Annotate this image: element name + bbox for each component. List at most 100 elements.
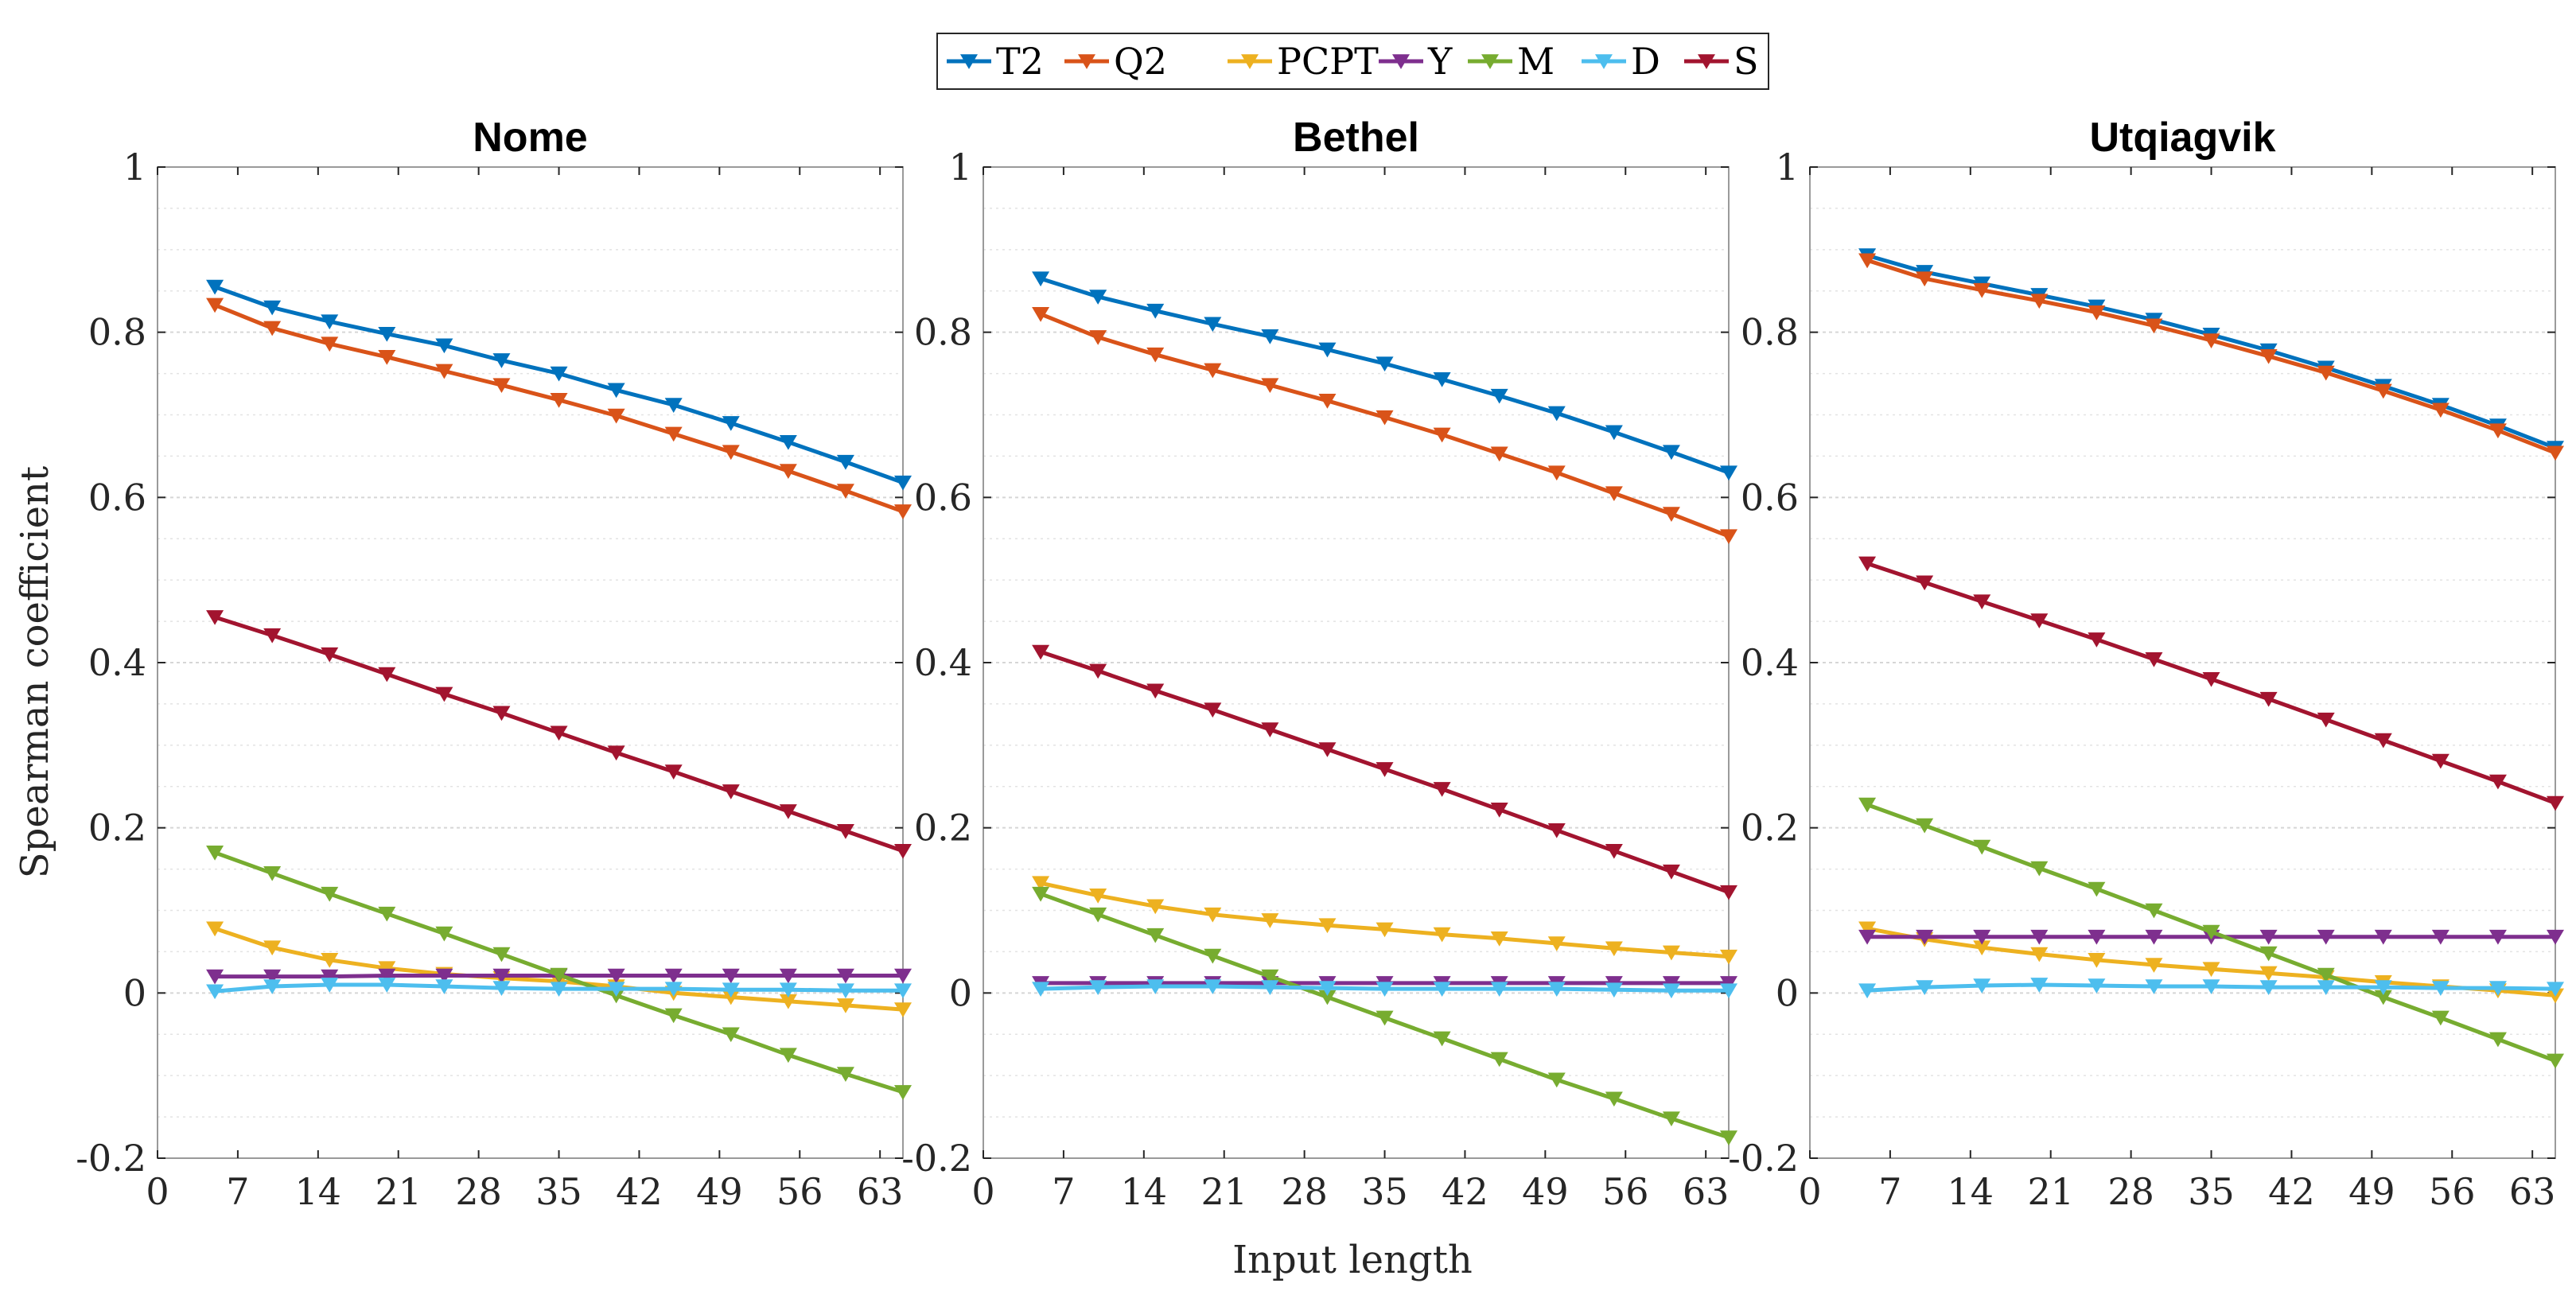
data-point	[2431, 1010, 2450, 1026]
data-point	[664, 1008, 683, 1024]
series-q2	[1858, 253, 2564, 461]
data-point	[1662, 945, 1680, 961]
data-point	[2259, 929, 2278, 945]
data-point	[2488, 981, 2507, 997]
y-tick-label: 0.8	[1741, 311, 1799, 354]
data-point	[2088, 632, 2106, 648]
data-point	[2202, 924, 2220, 940]
data-point	[1547, 1072, 1566, 1088]
data-point	[2145, 652, 2163, 667]
data-point	[1146, 928, 1165, 943]
data-point	[2145, 318, 2163, 334]
data-point	[2259, 966, 2278, 982]
data-point	[836, 1067, 854, 1082]
data-point	[550, 982, 568, 998]
data-point	[2431, 753, 2450, 769]
data-point	[664, 764, 683, 780]
data-point	[1605, 982, 1623, 998]
legend-marker	[1241, 54, 1259, 69]
x-tick-label: 28	[1281, 1170, 1328, 1213]
data-point	[779, 968, 797, 984]
data-point	[2088, 978, 2106, 994]
data-point	[722, 1027, 740, 1043]
data-point	[2374, 383, 2392, 399]
data-point	[2547, 982, 2564, 998]
data-point	[607, 745, 625, 761]
data-point	[492, 968, 511, 984]
data-point	[1318, 918, 1337, 934]
data-point	[206, 298, 224, 313]
data-point	[2547, 445, 2564, 461]
x-tick-label: 21	[1200, 1170, 1247, 1213]
data-point	[1720, 1130, 1737, 1145]
data-point	[1858, 983, 1877, 999]
data-point	[664, 398, 683, 413]
legend-item-y: Y	[1379, 40, 1453, 83]
x-tick-label: 42	[1442, 1170, 1488, 1213]
data-point	[492, 378, 511, 394]
data-point	[779, 994, 797, 1009]
data-point	[664, 968, 683, 984]
data-point	[1547, 406, 1566, 422]
data-point	[378, 350, 396, 365]
data-point	[779, 1048, 797, 1064]
y-tick-label: -0.2	[1728, 1137, 1799, 1180]
data-point	[2145, 929, 2163, 945]
legend-label: S	[1734, 40, 1759, 83]
data-point	[1318, 394, 1337, 409]
data-point	[779, 804, 797, 819]
x-tick-label: 0	[971, 1170, 994, 1213]
data-point	[2259, 691, 2278, 707]
data-point	[1089, 330, 1107, 345]
data-point	[1973, 940, 1991, 956]
data-point	[894, 843, 912, 859]
data-point	[2145, 979, 2163, 994]
x-tick-label: 49	[1522, 1170, 1569, 1213]
data-point	[2374, 980, 2392, 995]
legend-marker	[960, 54, 978, 69]
data-point	[1376, 1010, 1394, 1026]
data-point	[1973, 978, 1991, 994]
data-point	[1318, 981, 1337, 997]
data-point	[1490, 388, 1508, 404]
data-point	[206, 984, 224, 1000]
legend-marker	[1595, 54, 1613, 69]
y-tick-label: 0.2	[88, 807, 146, 850]
data-point	[2488, 774, 2507, 790]
y-tick-label: 1	[123, 146, 146, 189]
x-tick-label: 56	[2429, 1170, 2476, 1213]
data-point	[2088, 881, 2106, 897]
data-point	[550, 725, 568, 741]
y-tick-label: 1	[949, 146, 972, 189]
data-point	[1089, 907, 1107, 923]
data-point	[607, 982, 625, 998]
data-point	[2374, 733, 2392, 749]
data-point	[263, 300, 282, 316]
data-point	[1261, 722, 1279, 738]
data-point	[1146, 979, 1165, 994]
data-point	[836, 983, 854, 999]
data-point	[894, 504, 912, 519]
data-point	[1376, 982, 1394, 998]
series-q2	[206, 298, 912, 519]
data-point	[321, 969, 339, 985]
data-point	[378, 906, 396, 922]
x-tick-label: 7	[226, 1170, 249, 1213]
y-tick-label: 0.6	[1741, 476, 1799, 519]
data-point	[550, 393, 568, 408]
data-point	[1662, 445, 1680, 461]
data-point	[607, 968, 625, 984]
x-tick-label: 28	[455, 1170, 502, 1213]
data-point	[263, 940, 282, 956]
data-point	[2317, 980, 2335, 995]
data-point	[435, 338, 453, 354]
data-point	[607, 383, 625, 399]
data-point	[1433, 427, 1451, 443]
x-tick-label: 49	[2348, 1170, 2395, 1213]
x-tick-label: 63	[1683, 1170, 1730, 1213]
data-point	[2259, 980, 2278, 995]
data-point	[2202, 962, 2220, 978]
data-point	[1204, 317, 1222, 332]
data-point	[2145, 903, 2163, 919]
